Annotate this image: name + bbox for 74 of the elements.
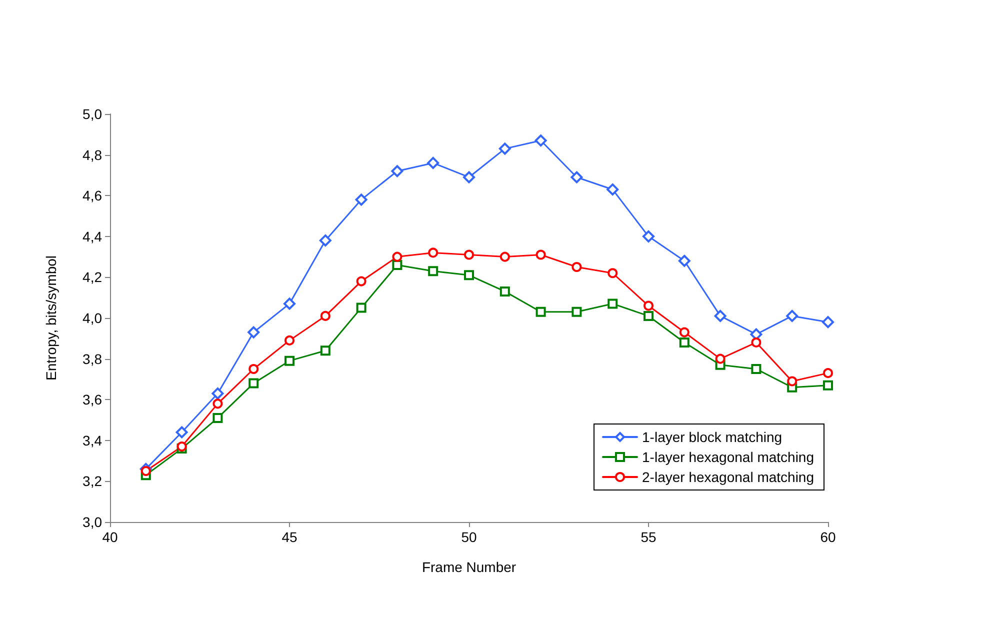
y-tick-label: 4,8: [82, 146, 102, 163]
point: [356, 302, 366, 313]
point: [248, 378, 259, 388]
point: [428, 248, 438, 258]
x-tick-label: 40: [102, 529, 118, 545]
point: [823, 368, 833, 378]
point: [284, 298, 296, 310]
point: [644, 310, 654, 321]
point: [786, 310, 798, 322]
point: [500, 252, 510, 262]
point: [608, 268, 618, 278]
point: [320, 346, 330, 356]
point: [391, 165, 404, 178]
point: [463, 171, 475, 184]
point: [212, 412, 223, 423]
point: [392, 260, 402, 270]
point: [570, 171, 583, 184]
point: [823, 380, 833, 390]
point: [284, 356, 294, 366]
point: [644, 300, 654, 311]
point: [606, 183, 619, 196]
point: [608, 298, 618, 309]
point: [392, 252, 402, 262]
y-tick-label: 3,4: [82, 432, 102, 448]
x-tick-label: 50: [461, 529, 477, 545]
point: [176, 426, 188, 438]
point: [714, 310, 726, 322]
y-axis-title: Entropy, bits/symbol: [43, 255, 59, 381]
point: [464, 270, 474, 280]
legend-label: 1-layer hexagonal matching: [642, 449, 814, 465]
point: [140, 466, 151, 476]
point: [427, 156, 440, 169]
point: [787, 376, 798, 386]
point: [284, 335, 294, 346]
point: [572, 262, 582, 272]
point: [534, 134, 547, 147]
point: [679, 337, 690, 348]
point: [464, 250, 474, 260]
x-tick-label: 45: [282, 529, 298, 545]
y-tick-label: 4,0: [82, 310, 102, 326]
point: [212, 398, 223, 409]
point: [248, 326, 260, 338]
y-tick-label: 4,2: [82, 269, 102, 286]
y-tick-label: 3,0: [82, 514, 102, 530]
y-tick-label: 3,2: [82, 473, 102, 490]
y-tick-label: 4,6: [82, 188, 102, 204]
point: [642, 230, 654, 242]
point: [822, 316, 834, 328]
x-tick-label: 55: [640, 529, 656, 545]
point: [751, 337, 762, 348]
point: [319, 234, 332, 246]
point: [751, 364, 762, 374]
point: [428, 266, 438, 276]
x-tick-label: 60: [820, 529, 836, 545]
point: [536, 250, 546, 260]
point: [498, 142, 511, 155]
point: [536, 306, 546, 317]
point: [679, 327, 690, 338]
point: [678, 254, 690, 267]
y-tick-label: 5,0: [82, 106, 102, 122]
point: [356, 276, 366, 286]
point: [248, 364, 259, 374]
point: [320, 310, 330, 321]
point: [572, 306, 582, 317]
x-axis-title: Frame Number: [422, 559, 516, 575]
y-tick-label: 3,6: [82, 392, 102, 408]
y-tick-label: 3,8: [82, 350, 102, 367]
point: [355, 194, 368, 206]
y-tick-label: 4,4: [82, 228, 102, 244]
point: [212, 387, 224, 400]
point: [500, 286, 510, 296]
legend-label: 1-layer block matching: [642, 429, 782, 445]
point: [715, 354, 726, 364]
legend-label: 2-layer hexagonal matching: [642, 469, 814, 485]
